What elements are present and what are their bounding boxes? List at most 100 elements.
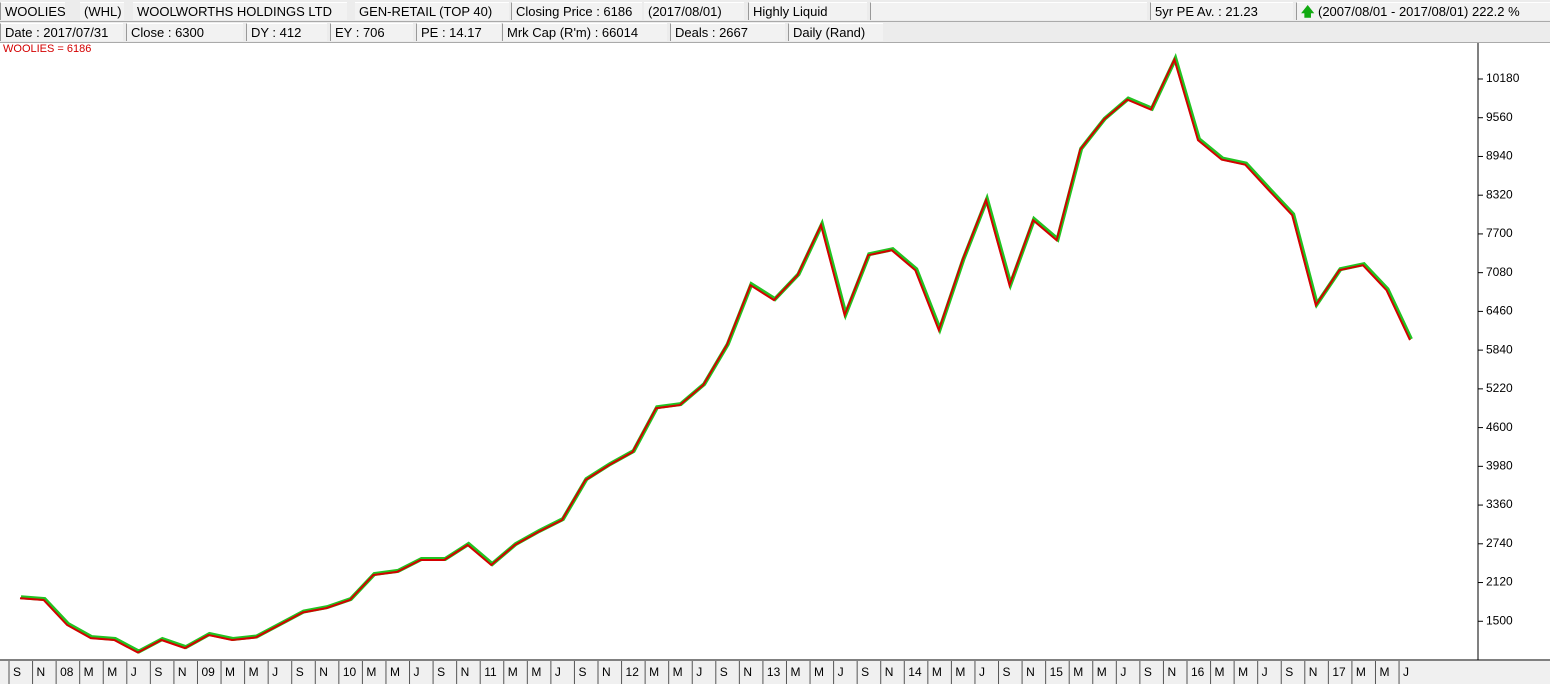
y-tick-label: 5220 — [1486, 381, 1513, 395]
x-tick-label: S — [154, 665, 162, 679]
period-change: 222.2 % — [1471, 4, 1520, 19]
x-tick-label: S — [437, 665, 445, 679]
stats-bar: Date : 2017/07/31 Close : 6300 DY : 412 … — [0, 22, 1550, 43]
x-tick-label: N — [37, 665, 46, 679]
y-tick-label: 9560 — [1486, 110, 1513, 124]
x-tick-label: M — [84, 665, 94, 679]
closing-date: (2017/08/01) — [644, 2, 744, 20]
close: Close : 6300 — [126, 23, 243, 41]
up-arrow: 🡅 — [1301, 4, 1315, 19]
x-axis-band — [0, 661, 1550, 684]
x-tick-label: 17 — [1332, 665, 1346, 679]
x-tick-label: S — [861, 665, 869, 679]
x-tick-label: J — [979, 665, 985, 679]
market-cap: Mrk Cap (R'm) : 66014 — [502, 23, 667, 41]
x-tick-label: N — [1167, 665, 1176, 679]
x-tick-label: 10 — [343, 665, 357, 679]
closing-price: Closing Price : 6186 — [511, 2, 642, 20]
pe-average: 5yr PE Av. : 21.23 — [1150, 2, 1293, 20]
x-tick-label: N — [178, 665, 187, 679]
x-tick-label: N — [743, 665, 752, 679]
frequency: Daily (Rand) — [788, 23, 883, 41]
x-tick-label: J — [414, 665, 420, 679]
x-tick-label: M — [1073, 665, 1083, 679]
x-tick-label: M — [814, 665, 824, 679]
x-tick-label: S — [296, 665, 304, 679]
x-tick-label: 15 — [1050, 665, 1064, 679]
x-tick-label: N — [602, 665, 611, 679]
code: WOOLIES — [0, 2, 66, 20]
info-bar: WOOLIES (WHL) WOOLWORTHS HOLDINGS LTD GE… — [0, 0, 1550, 22]
price-line — [19, 56, 1411, 654]
x-tick-label: S — [578, 665, 586, 679]
legend-entry: WOOLIES = 6186 — [3, 43, 91, 55]
y-tick-label: 8320 — [1486, 187, 1513, 201]
deals: Deals : 2667 — [670, 23, 785, 41]
x-tick-label: M — [955, 665, 965, 679]
x-tick-label: M — [649, 665, 659, 679]
x-tick-label: J — [1120, 665, 1126, 679]
x-tick-label: N — [461, 665, 470, 679]
x-tick-label: M — [390, 665, 400, 679]
period: 🡅 (2007/08/01 - 2017/08/01) 222.2 % — [1296, 2, 1550, 20]
x-tick-label: S — [720, 665, 728, 679]
x-tick-label: 11 — [484, 665, 497, 679]
x-tick-label: 09 — [201, 665, 215, 679]
date: Date : 2017/07/31 — [0, 23, 123, 41]
x-tick-label: S — [1003, 665, 1011, 679]
ey: EY : 706 — [330, 23, 413, 41]
y-tick-label: 7700 — [1486, 226, 1513, 240]
x-tick-label: M — [1379, 665, 1389, 679]
x-tick-label: J — [838, 665, 844, 679]
y-tick-label: 1500 — [1486, 613, 1513, 627]
x-tick-label: N — [885, 665, 894, 679]
y-tick-label: 3360 — [1486, 497, 1513, 511]
y-tick-label: 5840 — [1486, 342, 1513, 356]
x-tick-label: S — [1285, 665, 1293, 679]
x-tick-label: 08 — [60, 665, 74, 679]
y-tick-label: 8940 — [1486, 149, 1513, 163]
y-tick-label: 4600 — [1486, 420, 1513, 434]
x-tick-label: N — [1309, 665, 1318, 679]
y-tick-label: 6460 — [1486, 304, 1513, 318]
x-tick-label: M — [790, 665, 800, 679]
x-tick-label: M — [1238, 665, 1248, 679]
x-tick-label: 12 — [626, 665, 640, 679]
pe: PE : 14.17 — [416, 23, 501, 41]
price-line-shadow — [20, 52, 1413, 654]
x-tick-label: 13 — [767, 665, 781, 679]
period-range: (2007/08/01 - 2017/08/01) — [1318, 4, 1469, 19]
x-tick-label: M — [508, 665, 518, 679]
x-tick-label: J — [272, 665, 278, 679]
company: WOOLWORTHS HOLDINGS LTD — [133, 2, 347, 20]
x-tick-label: N — [319, 665, 328, 679]
x-tick-label: 16 — [1191, 665, 1205, 679]
dy: DY : 412 — [246, 23, 327, 41]
liquidity: Highly Liquid — [748, 2, 867, 20]
blank-cell — [870, 2, 1147, 20]
x-tick-label: S — [1144, 665, 1152, 679]
x-tick-label: M — [1097, 665, 1107, 679]
x-tick-label: M — [225, 665, 235, 679]
x-tick-label: M — [366, 665, 376, 679]
y-tick-label: 7080 — [1486, 265, 1513, 279]
x-tick-label: J — [131, 665, 137, 679]
x-tick-label: M — [531, 665, 541, 679]
x-tick-label: M — [1215, 665, 1225, 679]
x-tick-label: M — [107, 665, 117, 679]
x-tick-label: J — [1403, 665, 1409, 679]
sector: GEN-RETAIL (TOP 40) — [355, 2, 509, 20]
y-tick-label: 2120 — [1486, 575, 1513, 589]
x-tick-label: J — [696, 665, 702, 679]
y-tick-label: 2740 — [1486, 536, 1513, 550]
x-tick-label: M — [1356, 665, 1366, 679]
x-tick-label: M — [249, 665, 259, 679]
x-tick-label: M — [932, 665, 942, 679]
x-tick-label: S — [13, 665, 21, 679]
ticker: (WHL) — [80, 2, 124, 20]
y-tick-label: 3980 — [1486, 459, 1513, 473]
x-tick-label: 14 — [908, 665, 922, 679]
x-tick-label: M — [673, 665, 683, 679]
